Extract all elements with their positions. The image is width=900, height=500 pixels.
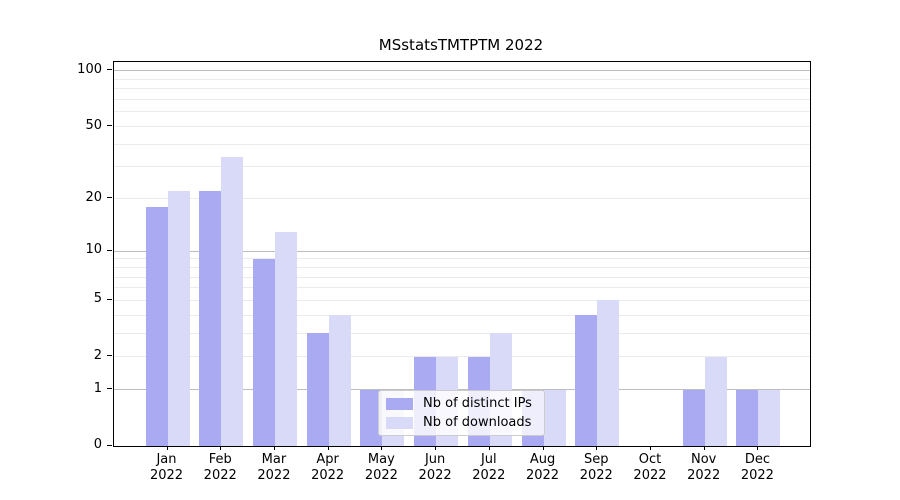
y-tick-label-1: 1 xyxy=(93,380,102,396)
gridline-5 xyxy=(114,299,810,301)
legend-label: Nb of distinct IPs xyxy=(423,396,532,411)
gridline-10 xyxy=(114,250,810,252)
gridline-70 xyxy=(114,99,810,101)
y-tick-mark xyxy=(107,125,112,126)
bar-downloads-jan xyxy=(167,191,190,446)
gridline-90 xyxy=(114,78,810,80)
bar-distinct-ips-feb xyxy=(199,191,222,446)
bar-downloads-nov xyxy=(704,356,727,446)
y-tick-mark xyxy=(107,444,112,446)
bar-distinct-ips-sep xyxy=(575,315,598,446)
x-tick-mark xyxy=(649,446,651,450)
legend-item-distinct-ips: Nb of distinct IPs xyxy=(386,396,536,411)
x-tick-mark xyxy=(381,446,383,450)
chart-title: MSstatsTMTPTM 2022 xyxy=(378,36,544,54)
legend-item-downloads: Nb of downloads xyxy=(386,415,536,430)
gridline-80 xyxy=(114,88,810,90)
gridline-6 xyxy=(114,287,810,289)
bar-downloads-dec xyxy=(758,389,781,446)
x-tick-label-mar: Mar 2022 xyxy=(257,452,291,483)
x-tick-label-aug: Aug 2022 xyxy=(525,452,560,483)
y-tick-label-0: 0 xyxy=(93,437,102,452)
x-tick-label-oct: Oct 2022 xyxy=(633,452,667,483)
x-tick-mark xyxy=(596,446,598,450)
x-tick-mark xyxy=(273,446,275,450)
x-tick-label-nov: Nov 2022 xyxy=(687,452,721,483)
x-tick-mark xyxy=(220,446,222,450)
bar-distinct-ips-jan xyxy=(145,206,168,446)
gridline-9 xyxy=(114,258,810,260)
bar-distinct-ips-apr xyxy=(306,333,329,446)
y-tick-mark xyxy=(107,355,112,357)
bar-distinct-ips-nov xyxy=(682,389,705,446)
bar-downloads-apr xyxy=(328,315,351,446)
bar-distinct-ips-mar xyxy=(252,258,275,446)
distinct-ips-swatch xyxy=(386,397,413,410)
y-tick-mark xyxy=(107,197,112,199)
bar-downloads-feb xyxy=(221,157,244,446)
y-tick-label-10: 10 xyxy=(85,242,102,258)
gridline-8 xyxy=(114,266,810,268)
x-tick-mark xyxy=(703,446,705,450)
x-tick-mark xyxy=(542,446,544,450)
gridline-60 xyxy=(114,111,810,113)
gridline-30 xyxy=(114,166,810,168)
x-tick-label-jan: Jan 2022 xyxy=(149,452,184,483)
y-tick-label-50: 50 xyxy=(85,117,102,133)
gridline-50 xyxy=(114,126,810,127)
gridline-40 xyxy=(114,143,810,145)
bar-downloads-mar xyxy=(274,231,297,446)
x-tick-label-jun: Jun 2022 xyxy=(418,452,452,483)
y-tick-mark xyxy=(107,298,112,300)
legend-label: Nb of downloads xyxy=(423,415,532,430)
bar-downloads-sep xyxy=(597,300,620,446)
x-tick-label-apr: Apr 2022 xyxy=(311,452,345,483)
x-tick-mark xyxy=(488,446,490,450)
bar-downloads-aug xyxy=(543,389,566,446)
gridline-4 xyxy=(114,314,810,316)
x-tick-mark xyxy=(166,446,168,450)
gridline-7 xyxy=(114,276,810,278)
gridline-20 xyxy=(114,198,810,200)
y-tick-label-20: 20 xyxy=(85,189,102,205)
x-tick-label-sep: Sep 2022 xyxy=(579,452,613,483)
x-tick-mark xyxy=(757,446,759,450)
y-tick-label-5: 5 xyxy=(93,291,102,307)
x-tick-mark xyxy=(327,446,329,450)
y-tick-label-2: 2 xyxy=(93,347,102,363)
x-tick-label-jul: Jul 2022 xyxy=(472,452,506,483)
x-tick-mark xyxy=(435,446,437,450)
legend: Nb of distinct IPs Nb of downloads xyxy=(378,390,545,436)
gridline-2 xyxy=(114,356,810,358)
gridline-1 xyxy=(114,389,810,391)
bar-distinct-ips-may xyxy=(360,389,383,446)
x-tick-label-feb: Feb 2022 xyxy=(203,452,237,483)
y-tick-mark xyxy=(107,69,112,71)
gridline-100 xyxy=(114,70,810,72)
bar-distinct-ips-dec xyxy=(736,389,759,446)
y-tick-mark xyxy=(107,388,112,390)
gridline-3 xyxy=(114,332,810,334)
x-tick-label-dec: Dec 2022 xyxy=(740,452,774,483)
y-tick-label-100: 100 xyxy=(77,61,102,77)
downloads-swatch xyxy=(386,416,413,429)
y-tick-mark xyxy=(107,249,112,251)
x-tick-label-may: May 2022 xyxy=(364,452,398,483)
